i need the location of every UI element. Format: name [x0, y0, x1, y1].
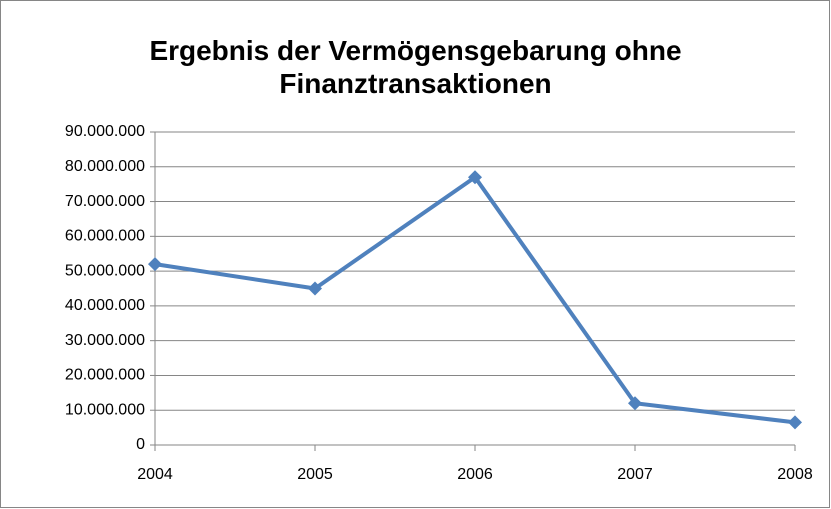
x-tick-label: 2007: [617, 466, 653, 483]
y-tick-label: 50.000.000: [65, 262, 145, 279]
y-tick-label: 80.000.000: [65, 158, 145, 175]
data-point: [628, 396, 642, 411]
y-tick-label: 70.000.000: [65, 193, 145, 210]
y-tick-label: 60.000.000: [65, 228, 145, 245]
y-tick-label: 30.000.000: [65, 332, 145, 349]
y-tick-label: 0: [136, 436, 145, 453]
data-point: [468, 170, 482, 185]
x-tick-label: 2006: [457, 466, 493, 483]
y-tick-label: 90.000.000: [65, 123, 145, 140]
x-tick-label: 2008: [777, 466, 813, 483]
chart-title: Ergebnis der Vermögensgebarung ohne Fina…: [149, 35, 682, 99]
y-tick-label: 20.000.000: [65, 367, 145, 384]
y-tick-label: 40.000.000: [65, 297, 145, 314]
x-tick-label: 2004: [137, 466, 173, 483]
data-point: [788, 415, 802, 430]
data-point: [308, 281, 322, 296]
x-tick-label: 2005: [297, 466, 333, 483]
y-tick-label: 10.000.000: [65, 401, 145, 418]
data-point: [148, 257, 162, 272]
